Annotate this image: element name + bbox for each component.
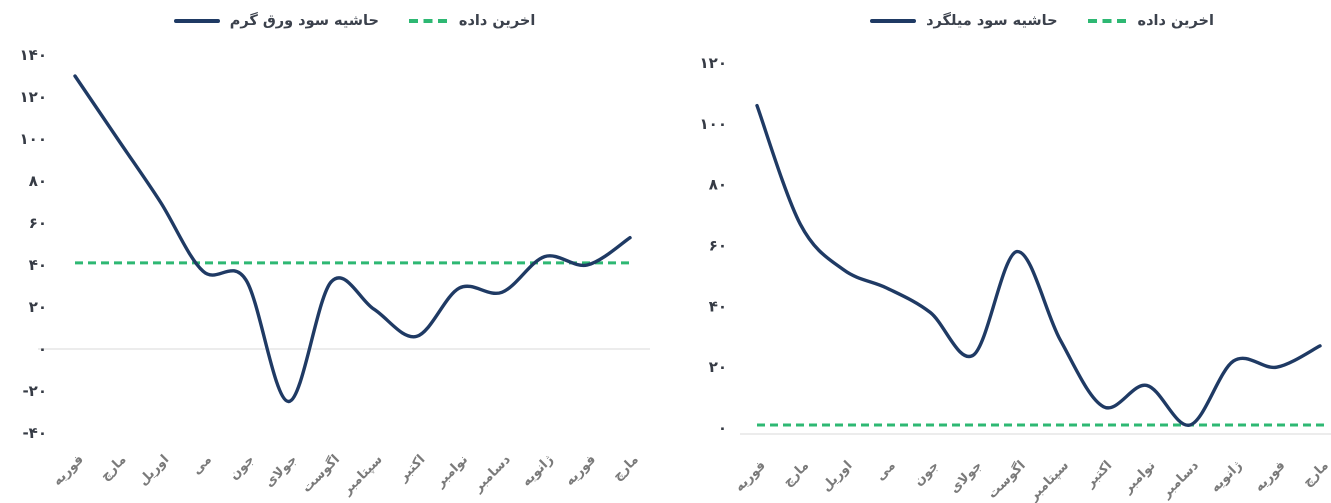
month-tick-label: دسامبر <box>1158 458 1202 502</box>
month-tick-label: فوریه <box>562 452 599 489</box>
y-tick-label: ۸۰ <box>709 176 727 194</box>
series-legend-label: حاشیه سود میلگرد <box>926 13 1058 29</box>
profit-margin-curve <box>73 74 632 404</box>
left-legend-series-item: حاشیه سود ورق گرم <box>173 13 379 29</box>
month-tick-label: اگوست <box>299 452 343 496</box>
y-tick-label: ۶۰ <box>709 236 727 254</box>
y-tick-label: ۰ <box>718 419 727 437</box>
month-tick-label: مارچ <box>780 458 812 490</box>
month-tick-label: مارچ <box>98 452 130 484</box>
month-tick-label: اوریل <box>136 452 172 488</box>
y-tick-label: ۱۰۰ <box>700 115 727 133</box>
month-tick-label: اگوست <box>984 458 1028 502</box>
y-tick-label: ۴۰ <box>709 297 727 315</box>
y-tick-label: ۲۰ <box>709 358 727 376</box>
month-tick-label: ژانویه <box>1208 458 1245 495</box>
y-tick-label: ۸۰ <box>29 172 47 190</box>
month-tick-label: جولای <box>947 458 985 496</box>
series-legend-label: حاشیه سود ورق گرم <box>229 13 379 29</box>
y-tick-label: ۱۰۰ <box>20 130 47 148</box>
y-tick-label: ۲۰ <box>29 298 47 316</box>
y-tick-label: ۱۲۰ <box>700 54 727 72</box>
month-tick-label: می <box>189 452 215 478</box>
month-tick-label: دسامبر <box>470 452 514 496</box>
month-tick-label: جون <box>227 452 258 483</box>
y-tick-label: ۱۴۰ <box>20 46 47 64</box>
month-tick-label: اکتبر <box>1082 458 1115 491</box>
y-tick-label: ۶۰ <box>29 214 47 232</box>
month-tick-label: فوریه <box>732 458 769 495</box>
month-tick-label: سپتامبر <box>339 452 385 498</box>
latest-legend-label: اخرین داده <box>1137 13 1214 29</box>
month-tick-label: فوریه <box>50 452 87 489</box>
month-tick-label: می <box>873 458 899 484</box>
y-tick-label: ۴۰ <box>29 256 47 274</box>
latest-dashed-line-swatch <box>1087 19 1128 23</box>
y-tick-label: -۲۰ <box>22 382 47 400</box>
series-solid-line-swatch <box>870 19 917 23</box>
month-tick-label: اکتبر <box>395 452 428 485</box>
latest-legend-label: اخرین داده <box>458 13 536 29</box>
y-tick-label: -۴۰ <box>22 424 47 442</box>
right-legend-latest-item: اخرین داده <box>1087 13 1214 29</box>
month-tick-label: اوریل <box>819 458 855 494</box>
month-tick-label: نوامبر <box>432 452 471 491</box>
month-tick-label: مارچ <box>1300 458 1331 490</box>
month-tick-label: فوریه <box>1252 458 1289 495</box>
month-tick-label: نوامبر <box>1120 458 1159 497</box>
month-tick-label: جولای <box>262 452 300 490</box>
month-tick-label: مارچ <box>610 452 642 484</box>
latest-dashed-line-swatch <box>408 19 449 23</box>
y-tick-label: ۱۲۰ <box>20 88 47 106</box>
profit-margin-curve <box>755 103 1322 427</box>
right-chart-legend: حاشیه سود میلگرد اخرین داده <box>709 8 1331 34</box>
month-tick-label: سپتامبر <box>1026 458 1072 503</box>
series-solid-line-swatch <box>173 19 220 23</box>
right-legend-series-item: حاشیه سود میلگرد <box>870 13 1058 29</box>
y-tick-label: ۰ <box>38 340 47 358</box>
left-legend-latest-item: اخرین داده <box>408 13 536 29</box>
month-tick-label: جون <box>911 458 942 489</box>
left-chart-legend: حاشیه سود ورق گرم اخرین داده <box>22 8 687 34</box>
month-tick-label: ژانویه <box>519 452 556 489</box>
